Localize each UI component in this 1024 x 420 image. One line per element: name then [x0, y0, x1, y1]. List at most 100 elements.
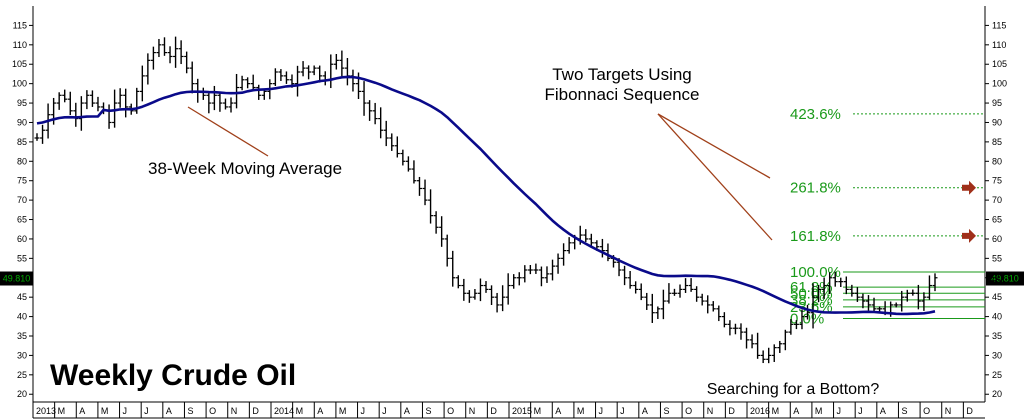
x-tick-label: S: [663, 406, 669, 416]
y-tick-label-left: 115: [13, 20, 27, 30]
price-tag-left-label: 49.810: [3, 274, 31, 284]
target-arrow-icon: [962, 228, 976, 243]
price-bar: [904, 289, 910, 302]
y-tick-label-left: 70: [17, 195, 27, 205]
price-bar: [239, 75, 245, 91]
price-bar: [311, 65, 317, 76]
y-tick-label-left: 55: [17, 253, 27, 263]
price-bar: [738, 323, 744, 340]
moving-average-line: [36, 75, 936, 316]
x-tick-label: M: [577, 406, 585, 416]
price-bar: [932, 273, 938, 292]
x-tick-label: 2014: [274, 406, 294, 416]
x-tick-label: M: [101, 406, 109, 416]
price-bar: [516, 272, 522, 286]
price-bar: [705, 295, 711, 314]
price-bar: [394, 136, 400, 158]
price-bar: [561, 243, 567, 266]
x-tick-label: J: [123, 406, 128, 416]
price-bar: [56, 92, 62, 110]
y-tick-label-left: 25: [17, 370, 27, 380]
x-tick-label: M: [772, 406, 780, 416]
y-tick-label-right: 75: [992, 176, 1002, 186]
x-tick-label: S: [187, 406, 193, 416]
y-tick-label-right: 40: [992, 312, 1002, 322]
price-bar: [472, 289, 478, 300]
x-tick-label: M: [339, 406, 347, 416]
axes: [29, 6, 989, 419]
y-tick-label-right: 100: [992, 79, 1007, 89]
x-tick-label: A: [79, 406, 85, 416]
price-bar: [466, 290, 472, 303]
price-bar: [660, 289, 666, 320]
x-tick-label: A: [317, 406, 323, 416]
y-tick-label-left: 75: [17, 176, 27, 186]
price-bar: [411, 160, 417, 184]
price-bar: [139, 65, 145, 102]
price-bar: [910, 289, 916, 296]
price-bar: [893, 302, 899, 308]
price-bar: [694, 286, 700, 302]
price-bar: [272, 68, 278, 86]
price-bar: [283, 71, 289, 84]
fib-level-label: 100.0%: [790, 264, 841, 281]
price-bar: [638, 283, 644, 301]
price-bar: [145, 53, 151, 85]
x-tick-label: A: [555, 406, 561, 416]
price-bar: [899, 290, 905, 312]
x-tick-label: J: [620, 406, 625, 416]
price-bar: [161, 37, 167, 56]
price-bar: [455, 275, 461, 289]
price-bar: [222, 98, 228, 110]
price-bar: [256, 84, 262, 100]
y-tick-label-right: 35: [992, 331, 1002, 341]
y-tick-label-left: 90: [17, 117, 27, 127]
price-bar: [150, 46, 156, 70]
price-bar: [300, 61, 306, 77]
price-bar: [793, 320, 799, 330]
price-bar: [821, 277, 827, 299]
price-bar: [444, 234, 450, 267]
price-bar: [178, 40, 184, 65]
price-bar: [671, 288, 677, 296]
price-bar: [378, 107, 384, 139]
price-bar: [78, 96, 84, 131]
chart-subtitle: Searching for a Bottom?: [707, 381, 880, 398]
price-bar: [372, 102, 378, 125]
price-bar: [450, 250, 456, 287]
price-bar: [788, 319, 794, 335]
x-tick-label: N: [469, 406, 476, 416]
price-bar: [156, 38, 162, 58]
y-tick-label-right: 90: [992, 117, 1002, 127]
x-tick-label: M: [58, 406, 66, 416]
y-tick-label-left: 40: [17, 312, 27, 322]
x-tick-label: J: [837, 406, 842, 416]
price-bar: [538, 266, 544, 287]
price-bar: [167, 46, 173, 64]
y-tick-label-left: 100: [12, 79, 27, 89]
price-bar: [583, 229, 589, 242]
x-tick-label: A: [404, 406, 410, 416]
x-axis-labels: 2013 M A M J J A S O N D 2014 M A M J J A S O N D 2015 M A M J J A S O…: [36, 406, 973, 416]
price-bar: [732, 323, 738, 335]
price-bar: [40, 124, 46, 144]
price-bar: [306, 65, 312, 80]
price-bar: [683, 278, 689, 293]
y-tick-label-right: 60: [992, 234, 1002, 244]
annotation-pointer-line: [657, 113, 773, 241]
y-tick-label-right: 95: [992, 98, 1002, 108]
price-bar: [832, 271, 838, 287]
price-bar: [461, 278, 467, 301]
price-bar: [527, 264, 533, 275]
price-bar: [566, 237, 572, 254]
y-tick-label-right: 70: [992, 195, 1002, 205]
price-bar: [655, 306, 661, 319]
price-bar: [295, 65, 301, 97]
x-tick-label: A: [793, 406, 799, 416]
price-tag-right: [986, 271, 1024, 286]
y-tick-label-right: 30: [992, 350, 1002, 360]
price-bar: [810, 283, 816, 329]
x-tick-label: O: [209, 406, 216, 416]
price-bar: [112, 89, 118, 128]
price-bar: [511, 274, 517, 289]
